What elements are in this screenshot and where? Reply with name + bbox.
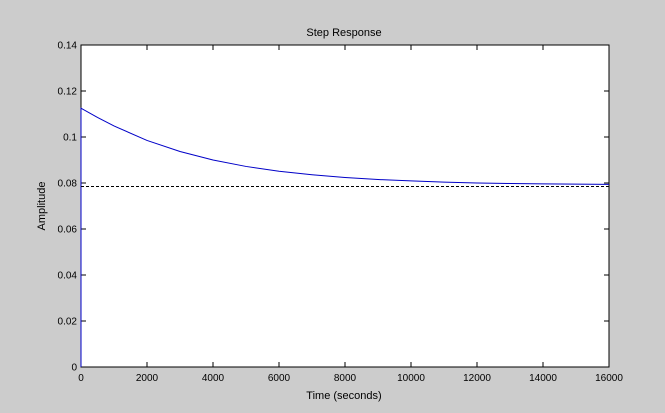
y-tick-label: 0.12 xyxy=(58,87,78,98)
y-tick-label: 0.02 xyxy=(58,317,78,328)
x-tick-label: 8000 xyxy=(334,373,357,384)
chart-title: Step Response xyxy=(306,27,381,39)
y-tick-label: 0.1 xyxy=(63,133,77,144)
series-layer xyxy=(80,107,610,367)
x-tick-label: 0 xyxy=(78,373,84,384)
tick-marks xyxy=(80,44,610,368)
y-axis-label: Amplitude xyxy=(36,182,48,231)
x-tick-label: 16000 xyxy=(595,373,623,384)
tick-labels: 0 2000 4000 6000 8000 10000 12000 14000 16000 0 0.… xyxy=(58,41,624,385)
y-tick-label: 0.14 xyxy=(58,41,78,52)
y-tick-label: 0.06 xyxy=(58,225,78,236)
y-tick-label: 0.04 xyxy=(58,271,78,282)
x-tick-label: 6000 xyxy=(268,373,291,384)
y-tick-label: 0.08 xyxy=(58,179,78,190)
x-tick-label: 4000 xyxy=(202,373,225,384)
x-tick-label: 12000 xyxy=(463,373,491,384)
axes-area xyxy=(80,44,610,368)
x-tick-label: 10000 xyxy=(397,373,425,384)
x-axis-label: Time (seconds) xyxy=(306,390,381,402)
x-tick-label: 14000 xyxy=(529,373,557,384)
y-tick-label: 0 xyxy=(71,363,77,374)
x-tick-label: 2000 xyxy=(136,373,159,384)
step-response-line xyxy=(80,107,610,367)
